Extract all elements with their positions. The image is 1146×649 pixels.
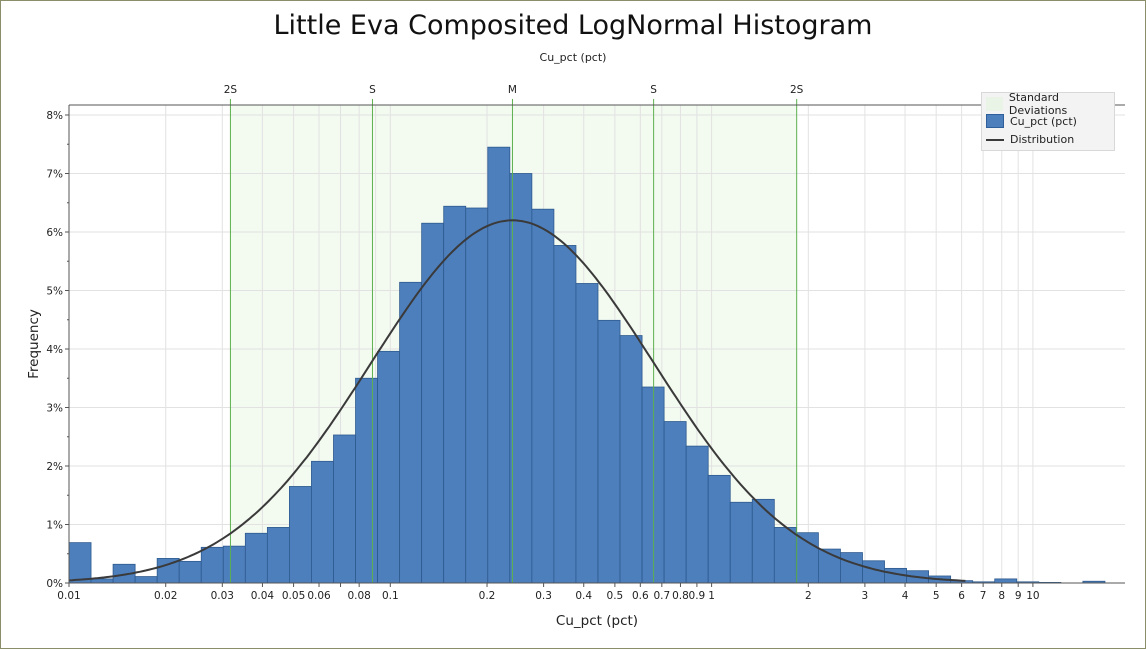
histogram-bar (795, 532, 819, 584)
histogram-bar (707, 474, 731, 584)
histogram-bar (773, 527, 797, 584)
histogram-bar (553, 245, 577, 584)
x-tick-label: 6 (958, 590, 965, 602)
histogram-bar (244, 532, 268, 584)
legend-item-distribution: Distribution (986, 131, 1074, 147)
histogram-bar (333, 434, 356, 584)
chart-title: Little Eva Composited LogNormal Histogra… (273, 10, 873, 41)
histogram-bar (509, 173, 533, 584)
x-tick-label: 0.4 (575, 590, 592, 602)
histogram-bar (597, 319, 621, 584)
y-tick-label: 2% (46, 461, 63, 473)
x-tick-label: 0.03 (211, 590, 234, 602)
std-label: S (650, 84, 657, 96)
histogram-bar (751, 498, 775, 584)
y-tick-label: 5% (46, 286, 63, 298)
x-tick-label: 0.05 (282, 590, 305, 602)
x-tick-label: 7 (980, 590, 987, 602)
x-tick-label: 0.3 (535, 590, 552, 602)
std-label: 2S (224, 84, 238, 96)
histogram-bar (178, 560, 202, 584)
distribution-curve (68, 219, 966, 582)
y-tick-label: 0% (46, 578, 63, 590)
x-tick-label: 3 (862, 590, 869, 602)
std-label: S (369, 84, 376, 96)
histogram-bar (729, 501, 753, 584)
x-tick-label: 0.01 (57, 590, 80, 602)
x-tick-label: 0.02 (154, 590, 177, 602)
histogram-bar (619, 335, 643, 584)
x-tick-label: 10 (1026, 590, 1039, 602)
histogram-bar (289, 486, 312, 584)
histogram-bar (355, 377, 378, 584)
histogram-bar (377, 350, 401, 584)
x-tick-label: 2 (805, 590, 812, 602)
y-tick-label: 8% (46, 110, 63, 122)
histogram-bar (200, 546, 224, 584)
histogram-bar (487, 146, 511, 584)
x-tick-label: 0.6 (632, 590, 649, 602)
histogram-bar (531, 208, 555, 584)
x-tick-label: 0.08 (347, 590, 370, 602)
histogram-bar (222, 545, 246, 584)
x-tick-label: 0.5 (607, 590, 624, 602)
x-tick-label: 0.8 (672, 590, 689, 602)
histogram-bar (840, 552, 863, 584)
x-tick-label: 0.06 (307, 590, 331, 602)
histogram-bar (994, 578, 1018, 584)
x-axis-label: Cu_pct (pct) (556, 613, 638, 629)
legend-item-bars: Cu_pct (pct) (986, 113, 1077, 129)
histogram-bar (134, 576, 158, 584)
legend: Standard Deviations Cu_pct (pct) Distrib… (981, 91, 1115, 151)
std-label: M (508, 84, 517, 96)
x-tick-label: 4 (902, 590, 909, 602)
histogram-bar (575, 283, 599, 584)
histogram-bar (311, 460, 334, 584)
y-tick-label: 6% (46, 227, 63, 239)
y-tick-label: 4% (46, 344, 63, 356)
legend-item-std: Standard Deviations (986, 91, 1114, 117)
x-tick-label: 1 (708, 590, 715, 602)
chart-subtitle: Cu_pct (pct) (539, 51, 607, 64)
x-tick-label: 0.1 (382, 590, 399, 602)
bar-swatch-icon (986, 114, 1004, 128)
y-tick-label: 7% (46, 169, 63, 181)
x-tick-label: 0.04 (251, 590, 275, 602)
histogram-bar (266, 527, 290, 584)
y-tick-label: 3% (46, 403, 63, 415)
std-swatch-icon (986, 97, 1003, 111)
histogram-bar (465, 207, 489, 584)
x-tick-label: 0.2 (479, 590, 496, 602)
histogram-bar (641, 386, 665, 584)
y-tick-label: 1% (46, 520, 63, 532)
histogram-bar (399, 281, 423, 584)
x-tick-label: 5 (933, 590, 940, 602)
x-tick-label: 0.7 (653, 590, 670, 602)
histogram-bar (90, 578, 114, 584)
x-tick-label: 0.9 (689, 590, 706, 602)
histogram-bar (443, 205, 467, 584)
std-label: 2S (790, 84, 804, 96)
y-axis-label: Frequency (26, 309, 42, 379)
line-swatch-icon (986, 138, 1004, 141)
x-tick-label: 8 (998, 590, 1005, 602)
x-tick-label: 9 (1015, 590, 1022, 602)
histogram-bar (421, 222, 445, 584)
histogram-bar (685, 445, 709, 584)
histogram-bar (663, 421, 687, 584)
histogram-bar (68, 542, 92, 584)
